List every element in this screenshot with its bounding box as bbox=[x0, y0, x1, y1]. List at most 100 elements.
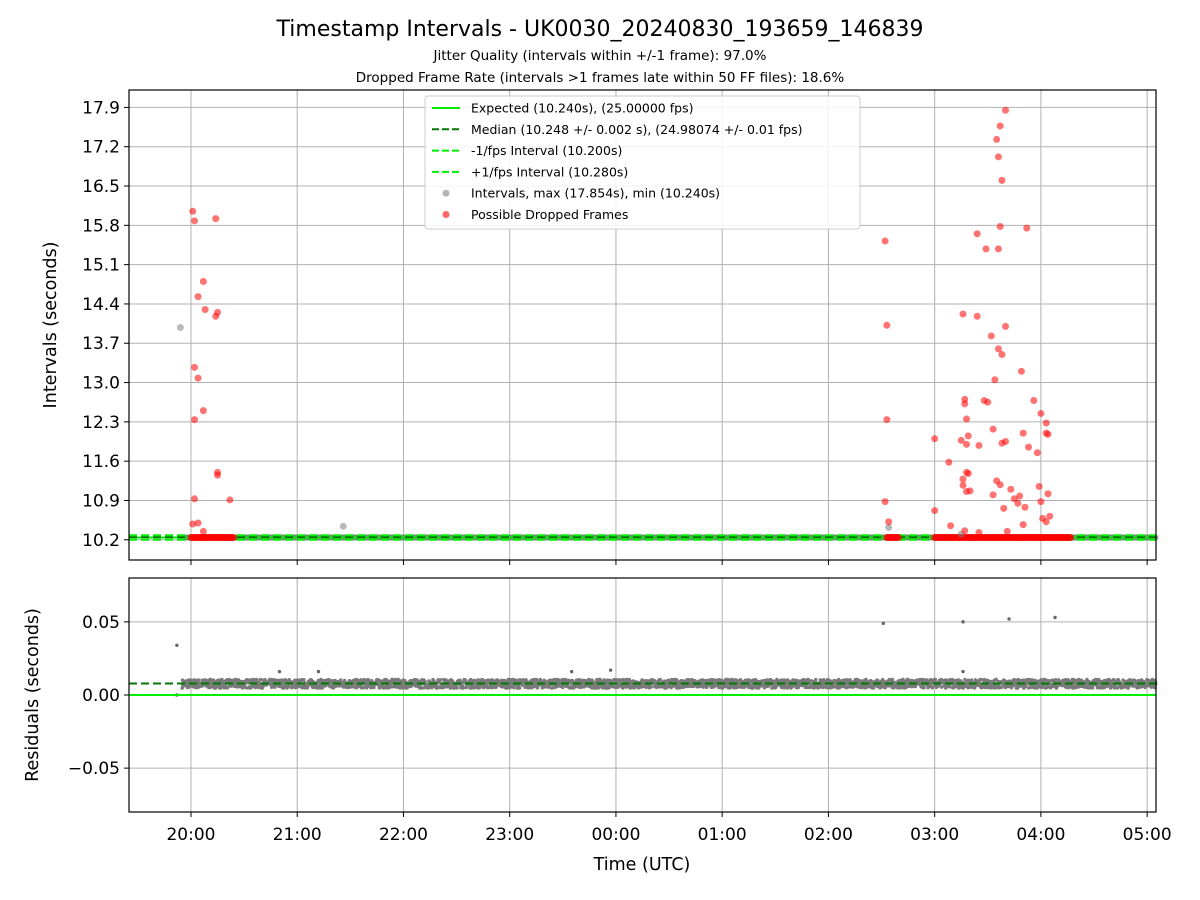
dropped-frame-point bbox=[1016, 492, 1024, 500]
legend-entry-label: Expected (10.240s), (25.00000 fps) bbox=[471, 101, 693, 116]
residual-point bbox=[339, 678, 343, 682]
legend-entry-label: Intervals, max (17.854s), min (10.240s) bbox=[471, 186, 720, 201]
dropped-frame-point bbox=[212, 215, 220, 223]
residual-point bbox=[455, 686, 459, 690]
residual-point bbox=[400, 682, 404, 687]
dropped-frame-point bbox=[984, 398, 992, 406]
top-y-tick-label: 12.3 bbox=[82, 413, 120, 433]
dropped-frame-point bbox=[1001, 106, 1009, 114]
dropped-frame-point bbox=[959, 481, 967, 489]
residual-point bbox=[349, 684, 354, 689]
dropped-frame-point bbox=[1035, 482, 1043, 490]
dropped-frame-point bbox=[1046, 512, 1054, 520]
dropped-frame-point bbox=[1023, 224, 1031, 232]
dropped-frame-point bbox=[964, 432, 972, 440]
dropped-frame-point bbox=[194, 519, 202, 527]
dropped-frame-point bbox=[226, 496, 234, 504]
residual-point bbox=[372, 685, 376, 690]
dropped-frame-point bbox=[881, 498, 889, 506]
residual-point bbox=[380, 683, 385, 688]
top-axes-frame bbox=[128, 89, 1157, 561]
residual-point bbox=[197, 678, 201, 682]
residual-point bbox=[1091, 686, 1095, 690]
residual-point bbox=[652, 678, 657, 683]
dropped-frame-point bbox=[996, 122, 1004, 130]
residual-point bbox=[658, 677, 662, 682]
dropped-frame-point bbox=[963, 440, 971, 448]
dropped-frame-point bbox=[1019, 521, 1027, 529]
dropped-frame-point bbox=[994, 153, 1002, 161]
dropped-frame-point bbox=[881, 237, 889, 245]
dropped-frame-point bbox=[989, 425, 997, 433]
dropped-frame-point bbox=[1067, 534, 1075, 542]
residual-point bbox=[305, 685, 310, 690]
dropped-frame-point bbox=[1001, 438, 1009, 446]
dropped-frame-point bbox=[883, 321, 891, 329]
legend-marker-swatch bbox=[442, 211, 450, 218]
top-y-tick-label: 14.4 bbox=[82, 295, 120, 315]
residual-point bbox=[649, 685, 653, 689]
residual-point bbox=[814, 677, 818, 682]
legend-marker-swatch bbox=[442, 189, 450, 197]
dropped-frame-point bbox=[883, 416, 891, 424]
top-y-tick-label: 15.1 bbox=[82, 256, 120, 276]
residual-point bbox=[922, 686, 926, 690]
dropped-frame-point bbox=[957, 436, 965, 444]
residual-point bbox=[187, 685, 191, 689]
intervals-panel: 10.210.911.612.313.013.714.415.115.816.5… bbox=[82, 89, 1159, 565]
dropped-frame-point bbox=[194, 293, 202, 301]
residual-point bbox=[175, 643, 179, 647]
dropped-frame-point bbox=[1033, 449, 1041, 457]
dropped-frame-point bbox=[966, 487, 974, 495]
dropped-frame-point bbox=[199, 527, 207, 535]
legend-entry-label: -1/fps Interval (10.200s) bbox=[471, 143, 622, 158]
residual-point bbox=[464, 685, 469, 690]
dropped-frame-point bbox=[1037, 498, 1045, 506]
legend-entry-label: +1/fps Interval (10.280s) bbox=[471, 164, 628, 179]
residual-point bbox=[438, 678, 442, 682]
dropped-frame-point bbox=[212, 312, 220, 320]
dropped-frame-point bbox=[993, 135, 1001, 143]
dropped-frame-point bbox=[1001, 322, 1009, 330]
residual-point bbox=[273, 685, 277, 689]
dropped-frame-point bbox=[973, 312, 981, 320]
dropped-frame-point bbox=[1000, 504, 1008, 512]
legend-entry-label: Median (10.248 +/- 0.002 s), (24.98074 +… bbox=[471, 122, 802, 137]
dropped-frame-point bbox=[189, 207, 197, 215]
dropped-frame-point bbox=[945, 458, 953, 466]
dropped-frame-point bbox=[1003, 527, 1011, 535]
residual-point bbox=[517, 686, 522, 690]
dropped-frame-point bbox=[996, 222, 1004, 230]
dropped-frame-point bbox=[191, 416, 199, 424]
dropped-frame-point bbox=[994, 345, 1002, 353]
top-y-tick-label: 17.2 bbox=[82, 138, 120, 158]
dropped-frame-point bbox=[214, 471, 222, 479]
residual-point bbox=[347, 679, 352, 683]
dropped-frame-point bbox=[931, 435, 939, 443]
top-y-tick-label: 17.9 bbox=[82, 98, 120, 118]
dropped-frame-point bbox=[998, 350, 1006, 358]
dropped-frame-point bbox=[959, 310, 967, 318]
residual-point bbox=[225, 686, 230, 690]
dropped-frame-point bbox=[1014, 499, 1022, 507]
dropped-frame-point bbox=[998, 176, 1006, 184]
dropped-frame-point bbox=[199, 277, 207, 285]
dropped-frame-point bbox=[994, 245, 1002, 253]
dropped-frame-point bbox=[964, 470, 972, 478]
dropped-frame-point bbox=[191, 217, 199, 225]
residual-point bbox=[1053, 677, 1058, 682]
dropped-frame-point bbox=[961, 527, 969, 535]
top-y-tick-label: 13.0 bbox=[82, 374, 120, 394]
dropped-frame-point bbox=[975, 528, 983, 536]
dropped-frame-point bbox=[1044, 490, 1052, 498]
dropped-frame-point bbox=[963, 415, 971, 423]
dropped-frame-point bbox=[991, 376, 999, 384]
residual-point bbox=[512, 686, 516, 690]
dropped-frame-point bbox=[201, 306, 209, 314]
dropped-frame-point bbox=[885, 518, 893, 526]
residual-point bbox=[258, 677, 263, 682]
top-y-tick-label: 13.7 bbox=[82, 334, 120, 354]
dropped-frame-rate-subtitle: Dropped Frame Rate (intervals >1 frames … bbox=[356, 70, 845, 86]
dropped-frame-point bbox=[996, 481, 1004, 489]
